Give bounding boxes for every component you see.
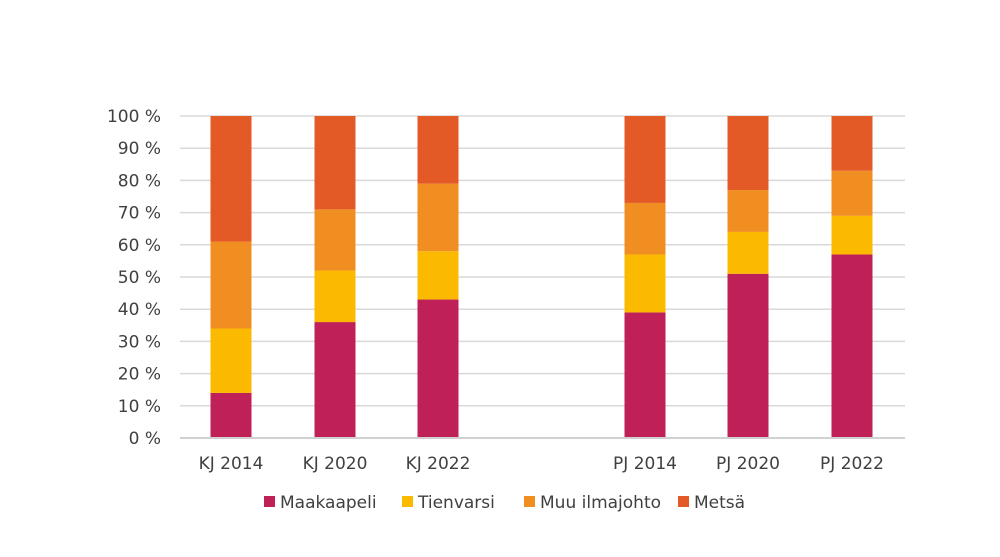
y-tick-label: 20 % <box>118 365 161 385</box>
bar-segment-maakaapeli <box>314 322 356 438</box>
bar-segment-muu-ilmajohto <box>314 209 356 271</box>
bar-segment-mets- <box>210 116 252 242</box>
legend-swatch <box>402 496 413 507</box>
bar-segment-maakaapeli <box>210 392 252 438</box>
bar-segment-muu-ilmajohto <box>624 202 666 255</box>
bar-segment-maakaapeli <box>831 254 873 438</box>
bar-segment-mets- <box>417 116 459 184</box>
x-category-label: PJ 2014 <box>613 454 677 474</box>
y-tick-label: 0 % <box>129 429 161 449</box>
x-category-label: PJ 2020 <box>716 454 780 474</box>
bar-segment-maakaapeli <box>727 273 769 438</box>
bar-segment-tienvarsi <box>210 328 252 393</box>
bar-segment-tienvarsi <box>831 215 873 255</box>
legend-swatch <box>678 496 689 507</box>
y-tick-label: 60 % <box>118 236 161 256</box>
bar-segment-tienvarsi <box>624 254 666 313</box>
y-tick-label: 80 % <box>118 171 161 191</box>
y-tick-label: 30 % <box>118 332 161 352</box>
bar-segment-mets- <box>831 116 873 171</box>
legend-label: Metsä <box>694 493 745 513</box>
bar-segment-mets- <box>727 116 769 191</box>
y-tick-label: 50 % <box>118 268 161 288</box>
legend-label: Tienvarsi <box>417 493 495 513</box>
bar-segment-tienvarsi <box>314 270 356 323</box>
bar-segment-muu-ilmajohto <box>831 170 873 216</box>
y-tick-label: 40 % <box>118 300 161 320</box>
bar-segment-mets- <box>314 116 356 210</box>
x-category-label: KJ 2014 <box>199 454 264 474</box>
y-axis-tick-labels: 0 % 10 % 20 % 30 % 40 % 50 % 60 % 70 % 80 % 90 % 1… <box>107 107 161 449</box>
legend-swatch <box>524 496 535 507</box>
y-tick-label: 100 % <box>107 107 161 127</box>
x-category-label: KJ 2022 <box>406 454 471 474</box>
bar-segment-muu-ilmajohto <box>210 241 252 329</box>
bar-segment-muu-ilmajohto <box>417 183 459 252</box>
legend-label: Maakaapeli <box>280 493 377 513</box>
bar-segment-tienvarsi <box>417 251 459 300</box>
y-tick-label: 10 % <box>118 397 161 417</box>
legend: Maakaapeli Tienvarsi Muu ilmajohto Metsä <box>264 493 745 513</box>
legend-swatch <box>264 496 275 507</box>
y-tick-label: 70 % <box>118 204 161 224</box>
bar-segment-mets- <box>624 116 666 203</box>
x-category-label: KJ 2020 <box>303 454 368 474</box>
bar-segment-maakaapeli <box>624 312 666 438</box>
bar-segment-muu-ilmajohto <box>727 190 769 232</box>
grid-lines <box>180 115 905 407</box>
x-category-label: PJ 2022 <box>820 454 884 474</box>
bars <box>210 116 873 438</box>
x-axis-category-labels: KJ 2014 KJ 2020 KJ 2022 PJ 2014 PJ 2020 PJ 20… <box>199 454 884 474</box>
bar-segment-tienvarsi <box>727 231 769 274</box>
bar-segment-maakaapeli <box>417 299 459 438</box>
y-tick-label: 90 % <box>118 139 161 159</box>
legend-label: Muu ilmajohto <box>540 493 661 513</box>
